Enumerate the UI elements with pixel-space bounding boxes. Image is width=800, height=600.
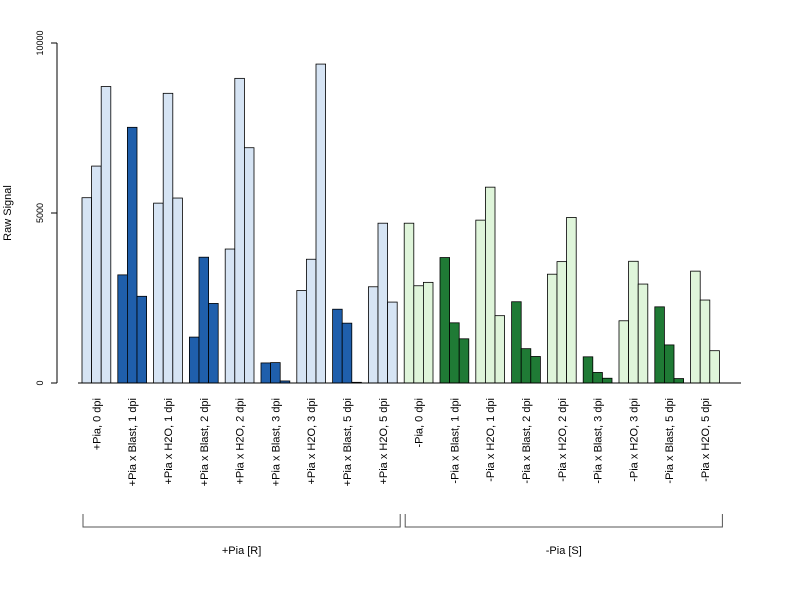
y-axis-title: Raw Signal [2,185,14,241]
x-tick-label: +Pia x H2O, 1 dpi [163,398,175,485]
bar [117,274,128,384]
bar [413,285,424,384]
bar [602,377,613,384]
bar [305,258,317,384]
x-tick-label: +Pia x H2O, 5 dpi [378,398,390,485]
x-tick-label: -Pia x Blast, 3 dpi [593,398,605,484]
group-bracket [82,514,401,528]
x-tick-label: +Pia x Blast, 2 dpi [199,398,211,486]
category-labels: +Pia, 0 dpi +Pia x Blast, 1 dpi +Pia x H2O… [91,398,712,486]
bar [547,273,558,384]
bar [566,217,577,384]
bar [628,260,639,384]
bar [520,348,532,384]
group-bracket [404,514,723,528]
bar [458,338,470,384]
bar [654,306,665,384]
bar [377,222,389,384]
bar [224,248,236,384]
x-tick-label: -Pia, 0 dpi [414,398,426,448]
bar [198,256,210,384]
bar [172,197,183,384]
x-tick-label: -Pia x Blast, 2 dpi [521,398,533,484]
bar [387,301,398,384]
bar [530,356,541,384]
bar [422,281,434,384]
bar [582,356,594,384]
bar [403,222,415,384]
bar [100,86,112,384]
group-brackets: +Pia [R] -Pia [S] [82,514,723,557]
bar [475,219,486,384]
x-tick-label: +Pia x H2O, 2 dpi [235,398,247,485]
bar [484,186,496,384]
bars [81,63,720,384]
y-axis: 0 5000 10000 [35,30,58,386]
group-label: +Pia [R] [222,545,261,557]
y-tick-label: 0 [35,380,45,385]
bar [208,303,219,384]
x-tick-label: +Pia, 0 dpi [91,398,103,450]
bar [234,77,245,384]
x-tick-label: -Pia x H2O, 3 dpi [628,398,640,482]
bar [367,286,379,384]
x-tick-label: -Pia x Blast, 5 dpi [664,398,676,484]
group-label: -Pia [S] [546,545,582,557]
bar [296,290,307,384]
bar [690,270,701,384]
bar [81,197,93,384]
y-tick-label: 10000 [35,30,45,55]
x-tick-label: +Pia x Blast, 3 dpi [270,398,282,486]
bar [664,344,675,384]
bar [162,92,174,384]
bar [511,301,522,384]
bar [637,283,649,384]
bar [673,378,685,384]
bar [341,322,353,384]
x-tick-label: +Pia x H2O, 3 dpi [306,398,318,485]
bar [556,261,568,384]
bar [136,295,148,384]
x-tick-label: -Pia x H2O, 2 dpi [557,398,569,482]
bar [153,202,164,384]
bar [243,147,255,384]
bar [449,322,460,384]
bar [315,63,327,384]
y-tick-label: 5000 [35,203,45,223]
x-tick-label: +Pia x Blast, 5 dpi [342,398,354,486]
bar [709,350,720,384]
bar [592,372,603,384]
bar [260,362,272,384]
bar [270,362,281,384]
bar [494,315,506,384]
bar [699,299,711,384]
bar [127,126,138,384]
x-tick-label: -Pia x H2O, 5 dpi [700,398,712,482]
x-tick-label: +Pia x Blast, 1 dpi [127,398,139,486]
bar [618,320,630,384]
x-tick-label: -Pia x H2O, 1 dpi [485,398,497,482]
bar [332,308,343,384]
bar [188,336,200,384]
bar [439,257,451,384]
x-tick-label: -Pia x Blast, 1 dpi [449,398,461,484]
bar [91,165,102,384]
